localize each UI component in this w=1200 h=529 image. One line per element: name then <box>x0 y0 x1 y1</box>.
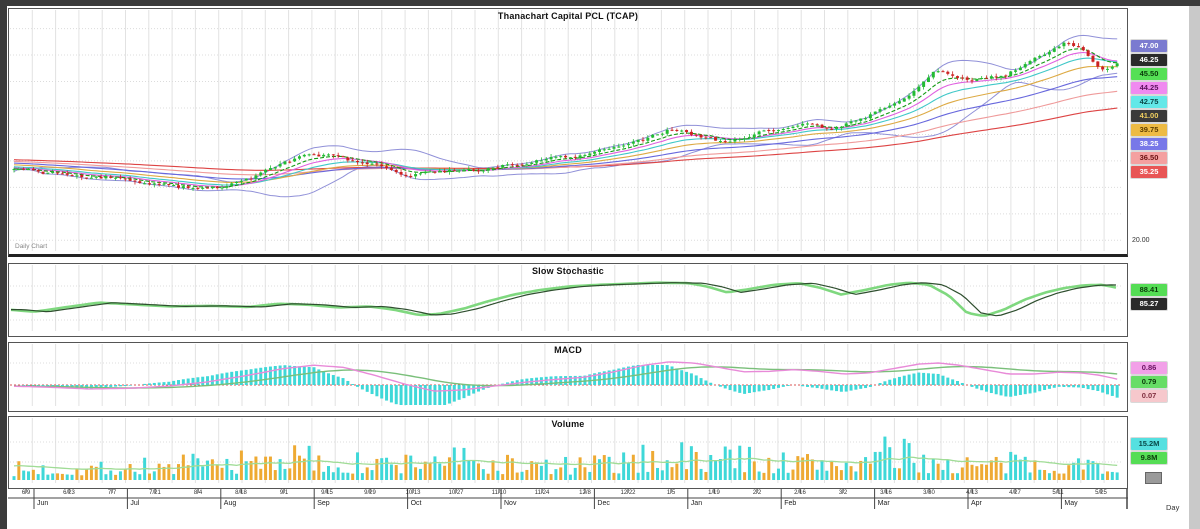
axis-date-label: 12/22 <box>620 490 636 496</box>
axis-date-label: 8/4 <box>193 490 203 496</box>
legend-value-tag: 9.8M <box>1131 452 1167 464</box>
price-panel: Thanachart Capital PCL (TCAP) Daily Char… <box>8 8 1128 257</box>
axis-date-label: 3/2 <box>838 490 848 496</box>
window-right-margin <box>1189 6 1200 529</box>
axis-date-label: 5/25 <box>1095 490 1107 496</box>
legend-value-tag: 36.50 <box>1131 152 1167 164</box>
axis-month-label: Jan <box>690 500 703 507</box>
period-label: Day <box>1166 503 1180 512</box>
axis-month-label: Aug <box>223 500 237 507</box>
legend-value-tag: 39.75 <box>1131 124 1167 136</box>
legend-value-tag: 47.00 <box>1131 40 1167 52</box>
chart-watermark: Daily Chart <box>15 243 48 250</box>
axis-date-label: 6/9 <box>21 490 31 496</box>
legend-value-tag: 42.75 <box>1131 96 1167 108</box>
axis-month-label: Apr <box>971 500 982 507</box>
axis-date-label: 10/27 <box>448 490 464 496</box>
legend-value-tag: 46.25 <box>1131 54 1167 66</box>
macd-legend: 0.86 0.79 0.07 <box>1131 362 1169 404</box>
axis-date-label: 7/7 <box>107 490 117 496</box>
axis-date-label: 12/8 <box>579 490 591 496</box>
axis-month-label: Mar <box>877 500 890 507</box>
axis-date-label: 1/5 <box>666 490 676 496</box>
price-legend: 47.00 46.25 45.50 44.25 42.75 41.00 39.75 38.25… <box>1131 40 1169 180</box>
axis-month-label: Jun <box>37 500 49 507</box>
axis-month-label: Nov <box>504 500 517 507</box>
volume-panel: Volume <box>8 416 1128 489</box>
price-chart-canvas[interactable] <box>9 9 1123 252</box>
axis-date-label: 11/24 <box>534 490 550 496</box>
axis-month-label: Jul <box>130 500 140 507</box>
legend-value-tag: 0.07 <box>1131 390 1167 402</box>
legend-value-tag: 15.2M <box>1131 438 1167 450</box>
legend-value-tag: 41.00 <box>1131 110 1167 122</box>
time-axis: Day 6/9 6/23 7/7 7/21 8/4 8/18 9/1 9/15 9/29 10/1… <box>8 489 1188 529</box>
axis-date-label: 9/1 <box>279 490 289 496</box>
axis-date-label: 6/23 <box>63 490 75 496</box>
axis-date-label: 7/21 <box>149 490 161 496</box>
axis-month-label: May <box>1064 500 1078 507</box>
legend-value-tag: 85.27 <box>1131 298 1167 310</box>
price-scale-min-label: 20.00 <box>1132 237 1150 244</box>
axis-date-label: 3/30 <box>923 490 935 496</box>
axis-month-label: Feb <box>784 500 797 507</box>
volume-legend: 15.2M 9.8M <box>1131 438 1169 466</box>
window-top-border <box>0 0 1200 6</box>
volume-chart-canvas[interactable] <box>9 417 1123 484</box>
macd-chart-canvas[interactable] <box>9 343 1123 407</box>
axis-date-label: 11/10 <box>491 490 507 496</box>
legend-value-tag: 38.25 <box>1131 138 1167 150</box>
axis-date-label: 4/27 <box>1009 490 1021 496</box>
axis-date-label: 9/15 <box>321 490 333 496</box>
axis-date-label: 2/16 <box>794 490 806 496</box>
stochastic-chart-canvas[interactable] <box>9 264 1123 332</box>
legend-value-tag: 35.25 <box>1131 166 1167 178</box>
axis-month-label: Dec <box>597 500 610 507</box>
axis-date-label: 9/29 <box>364 490 376 496</box>
axis-date-label: 5/11 <box>1052 490 1064 496</box>
axis-date-label: 8/18 <box>235 490 247 496</box>
axis-date-label: 4/13 <box>966 490 978 496</box>
stochastic-panel: Slow Stochastic <box>8 263 1128 337</box>
axis-date-label: 1/19 <box>708 490 720 496</box>
time-axis-ticks <box>8 489 1128 509</box>
axis-date-label: 3/16 <box>880 490 892 496</box>
legend-value-tag: 45.50 <box>1131 68 1167 80</box>
legend-value-tag: 44.25 <box>1131 82 1167 94</box>
legend-value-tag: 0.86 <box>1131 362 1167 374</box>
axis-date-label: 2/2 <box>752 490 762 496</box>
stochastic-legend: 88.41 85.27 <box>1131 284 1169 312</box>
volume-zero-tag <box>1145 472 1162 484</box>
axis-date-label: 10/13 <box>405 490 421 496</box>
axis-month-label: Sep <box>317 500 330 507</box>
legend-value-tag: 88.41 <box>1131 284 1167 296</box>
window-left-border <box>0 0 7 529</box>
macd-panel: MACD <box>8 342 1128 412</box>
axis-month-label: Oct <box>410 500 422 507</box>
legend-value-tag: 0.79 <box>1131 376 1167 388</box>
